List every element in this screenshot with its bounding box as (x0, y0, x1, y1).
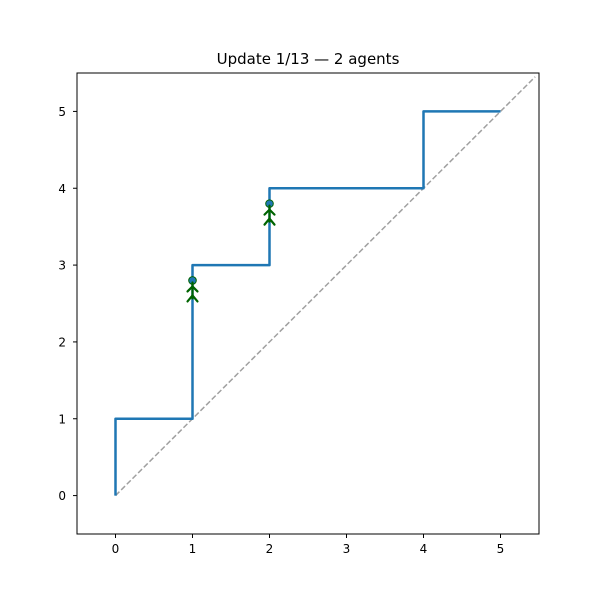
chart-title: Update 1/13 — 2 agents (217, 50, 400, 68)
y-tick-label: 5 (58, 105, 66, 119)
agent-legs (186, 294, 199, 303)
agent-2 (263, 199, 276, 226)
agent-arms (263, 208, 276, 216)
axes-frame (76, 72, 540, 535)
agent-stick-figure-icon (186, 281, 199, 303)
agent-arms (186, 285, 199, 293)
y-tick-label: 2 (58, 335, 66, 349)
plot-area: 0 1 2 3 4 5 0 1 2 3 4 5 (58, 72, 540, 556)
x-tick-label: 2 (266, 542, 274, 556)
y-tick-label: 3 (58, 259, 66, 273)
agent-1 (186, 276, 199, 303)
x-tick-label: 0 (112, 542, 120, 556)
y-tick-label: 4 (58, 182, 66, 196)
step-path-line (114, 110, 501, 496)
x-tick-label: 1 (189, 542, 197, 556)
diagonal-reference-line (114, 76, 536, 497)
series-group (114, 76, 536, 497)
y-tick-label: 0 (58, 489, 66, 503)
agent-stick-figure-icon (263, 204, 276, 226)
x-tick-label: 4 (420, 542, 428, 556)
y-tick-label: 1 (58, 412, 66, 426)
x-tick-label: 3 (343, 542, 351, 556)
x-tick-label: 5 (497, 542, 505, 556)
agent-legs (263, 217, 276, 226)
